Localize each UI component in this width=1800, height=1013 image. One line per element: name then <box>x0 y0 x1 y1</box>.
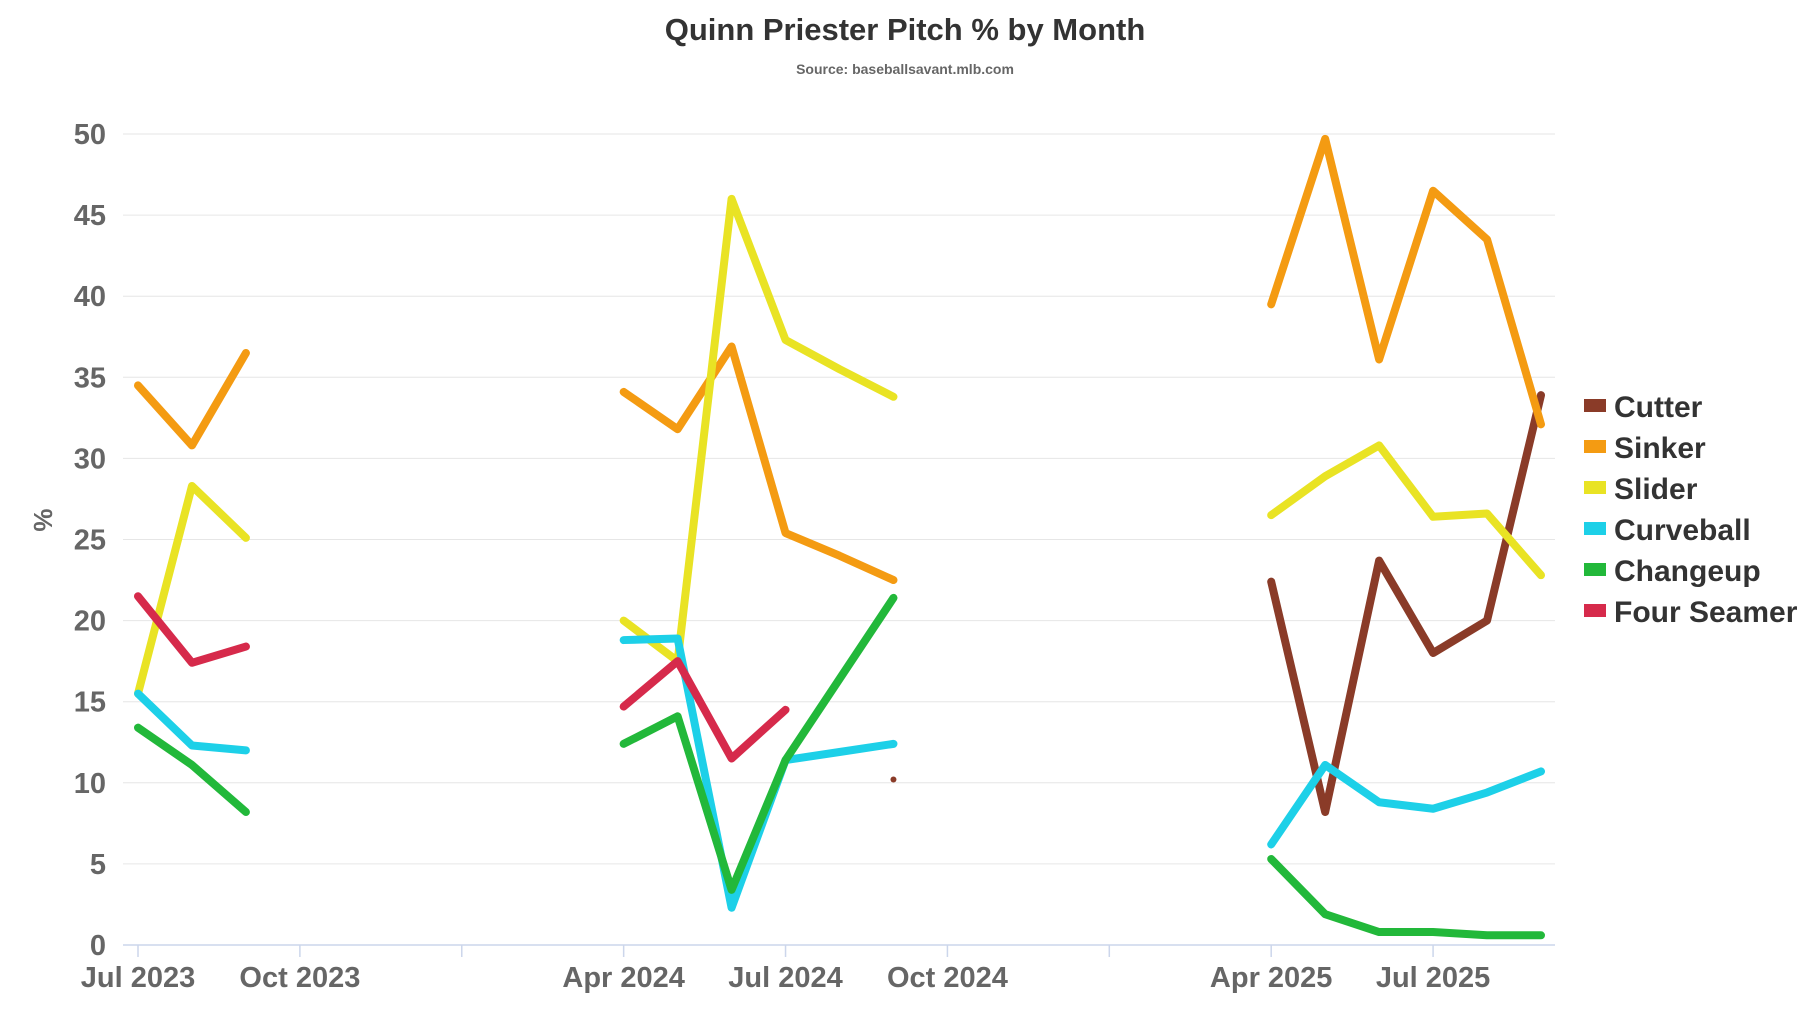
legend-swatch <box>1584 481 1606 494</box>
legend-swatch <box>1584 604 1606 617</box>
y-tick-label: 45 <box>74 200 106 232</box>
series-line <box>619 593 898 894</box>
y-tick-label: 10 <box>74 768 106 800</box>
legend-item-slider[interactable]: Slider <box>1584 473 1698 506</box>
y-tick-label: 20 <box>74 606 106 638</box>
series-line <box>619 634 898 912</box>
series-line <box>1267 855 1545 940</box>
legend-swatch <box>1584 399 1606 412</box>
y-tick-label: 25 <box>74 525 106 557</box>
y-tick-label: 5 <box>90 849 106 881</box>
y-tick-label: 30 <box>74 443 106 475</box>
series-sinker <box>134 134 1545 585</box>
series-line <box>1267 441 1545 580</box>
x-tick-label: Oct 2023 <box>239 962 360 994</box>
y-tick-label: 50 <box>74 119 106 151</box>
legend-label: Slider <box>1614 473 1698 506</box>
x-tick-label: Jul 2023 <box>81 962 195 994</box>
x-tick-label: Oct 2024 <box>887 962 1008 994</box>
legend-swatch <box>1584 440 1606 453</box>
y-tick-label: 40 <box>74 281 106 313</box>
series-line <box>619 342 898 585</box>
legend-label: Curveball <box>1614 514 1751 547</box>
legend-label: Cutter <box>1614 391 1703 424</box>
series-line <box>619 194 898 666</box>
x-tick-label: Jul 2025 <box>1376 962 1490 994</box>
legend-swatch <box>1584 522 1606 535</box>
legend-item-four-seamer[interactable]: Four Seamer <box>1584 596 1798 629</box>
chart-title: Quinn Priester Pitch % by Month <box>665 12 1146 47</box>
y-tick-label: 0 <box>90 930 106 962</box>
series-line <box>134 348 250 450</box>
y-tick-label: 15 <box>74 687 106 719</box>
legend-item-cutter[interactable]: Cutter <box>1584 391 1703 424</box>
series-line <box>619 657 790 763</box>
series-changeup <box>134 593 1545 940</box>
chart-subtitle: Source: baseballsavant.mlb.com <box>796 61 1014 77</box>
legend-swatch <box>1584 563 1606 576</box>
series-four-seamer <box>134 592 790 763</box>
y-axis-label: % <box>28 508 58 531</box>
legend-item-curveball[interactable]: Curveball <box>1584 514 1751 547</box>
series-line <box>134 592 250 667</box>
legend-label: Changeup <box>1614 555 1761 588</box>
y-tick-label: 35 <box>74 362 106 394</box>
legend-item-sinker[interactable]: Sinker <box>1584 432 1706 465</box>
series-slider <box>134 194 1545 698</box>
data-point <box>890 776 897 783</box>
x-tick-label: Jul 2024 <box>728 962 842 994</box>
legend-label: Four Seamer <box>1614 596 1798 629</box>
series-line <box>1267 134 1545 429</box>
legend-item-changeup[interactable]: Changeup <box>1584 555 1761 588</box>
legend-label: Sinker <box>1614 432 1706 465</box>
series-line <box>1267 760 1545 849</box>
series-cutter <box>890 391 1545 816</box>
series-line <box>1267 391 1545 816</box>
x-tick-label: Apr 2025 <box>1210 962 1333 994</box>
x-tick-label: Apr 2024 <box>562 962 685 994</box>
series-line <box>134 723 250 816</box>
series-line <box>134 689 250 755</box>
